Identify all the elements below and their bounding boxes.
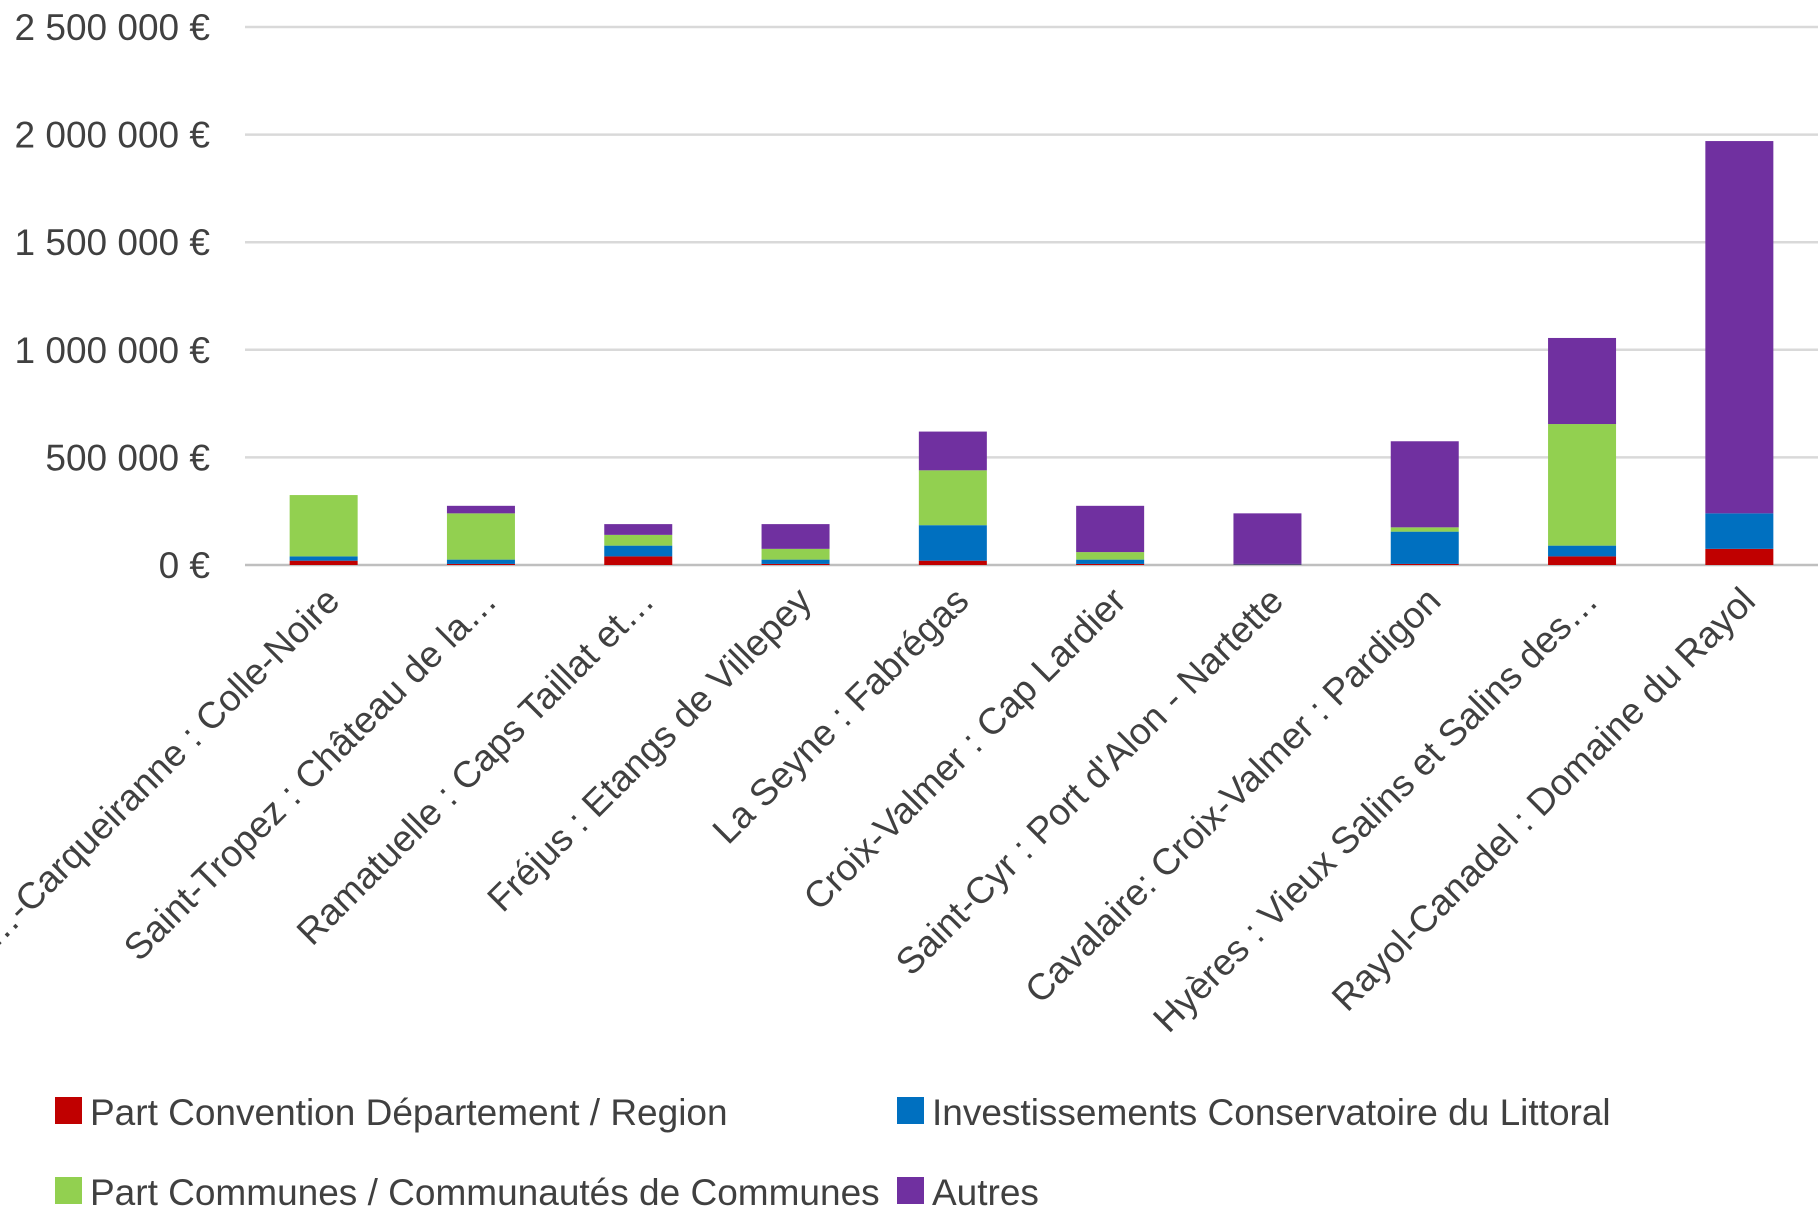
bar-segment <box>1705 141 1774 514</box>
bars <box>289 141 1774 565</box>
bar-segment <box>761 524 830 549</box>
y-tick-label: 2 500 000 € <box>15 7 211 48</box>
bar-segment <box>446 513 515 560</box>
x-tick-label: Fréjus : Etangs de Villepey <box>479 579 819 919</box>
y-axis: 0 € 500 000 € 1 000 000 € 1 500 000 € 2 000 … <box>15 7 211 586</box>
bar-segment <box>1076 559 1145 564</box>
bar-segment <box>1390 441 1459 528</box>
bar-segment <box>1390 531 1459 564</box>
bar-segment <box>1705 513 1774 549</box>
bar-segment <box>289 560 358 565</box>
bar-segment <box>446 505 515 514</box>
legend-label: Autres <box>932 1172 1039 1213</box>
y-tick-label: 1 000 000 € <box>15 330 211 371</box>
bar-segment <box>1548 337 1617 425</box>
bar-segment <box>604 534 673 546</box>
bar-segment <box>918 560 987 565</box>
bar-segment <box>1548 545 1617 557</box>
bar-segment <box>761 548 830 560</box>
y-tick-label: 0 € <box>159 545 211 586</box>
bar-segment <box>918 525 987 561</box>
legend-swatch <box>55 1177 82 1204</box>
bar-segment <box>1390 563 1459 565</box>
bar-segment <box>761 563 830 565</box>
bar-segment <box>446 563 515 565</box>
bar-segment <box>1076 563 1145 565</box>
bar-segment <box>1233 563 1302 565</box>
bar-segment <box>761 559 830 564</box>
legend: Part Convention Département / Region Inve… <box>55 1092 1611 1213</box>
x-axis: …-Carqueiranne : Colle-NoireSaint-Tropez… <box>0 579 1763 1040</box>
legend-label: Part Communes / Communautés de Communes <box>90 1172 880 1213</box>
bar-segment <box>289 495 358 557</box>
bar-segment <box>918 431 987 471</box>
x-tick-label: La Seyne : Fabrégas <box>705 580 977 852</box>
bar-segment <box>446 559 515 564</box>
bar-segment <box>1548 556 1617 565</box>
bar-segment <box>1076 505 1145 553</box>
y-tick-label: 500 000 € <box>45 437 210 478</box>
legend-swatch <box>897 1097 924 1124</box>
bar-segment <box>604 524 673 535</box>
y-tick-label: 1 500 000 € <box>15 222 211 263</box>
y-tick-label: 2 000 000 € <box>15 115 211 156</box>
bar-segment <box>1705 548 1774 565</box>
legend-swatch <box>55 1097 82 1124</box>
bar-segment <box>1076 552 1145 560</box>
bar-segment <box>604 545 673 557</box>
x-tick-label: Croix-Valmer : Cap Lardier <box>796 580 1134 918</box>
legend-label: Part Convention Département / Region <box>90 1092 728 1133</box>
legend-label: Investissements Conservatoire du Littora… <box>932 1092 1611 1133</box>
bar-segment <box>1233 513 1302 564</box>
bar-segment <box>289 556 358 561</box>
bar-segment <box>1548 424 1617 546</box>
bar-segment <box>604 556 673 565</box>
bar-segment <box>1390 527 1459 532</box>
legend-swatch <box>897 1177 924 1204</box>
bar-segment <box>918 470 987 526</box>
